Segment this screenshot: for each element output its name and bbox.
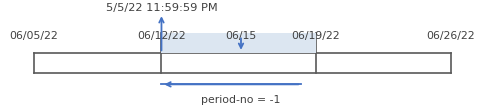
Text: 5/5/22 11:59:59 PM: 5/5/22 11:59:59 PM bbox=[106, 3, 217, 13]
Text: 06/12/22: 06/12/22 bbox=[137, 31, 186, 41]
Text: 06/26/22: 06/26/22 bbox=[427, 31, 475, 41]
Text: period-no = -1: period-no = -1 bbox=[201, 95, 281, 105]
Text: 06/15: 06/15 bbox=[226, 31, 256, 41]
Bar bbox=[161, 33, 316, 53]
Text: 06/05/22: 06/05/22 bbox=[9, 31, 58, 41]
Text: 06/19/22: 06/19/22 bbox=[292, 31, 340, 41]
